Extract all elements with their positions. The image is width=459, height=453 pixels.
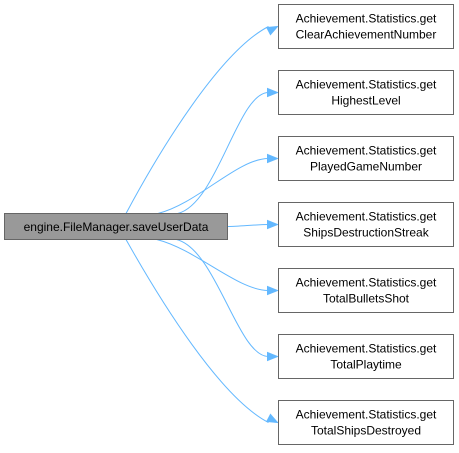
target-node-label-line1: Achievement.Statistics.get [296,408,437,422]
target-nodes: Achievement.Statistics.get ClearAchieveme… [278,4,454,445]
call-edge [176,239,269,357]
source-node-box [4,213,228,240]
target-node-label-line2: PlayedGameNumber [310,160,422,174]
target-node-box [278,70,454,115]
arrowhead-icon [267,285,279,296]
arrowhead-icon [265,25,279,36]
target-node-box [278,202,454,247]
call-edge [125,239,269,423]
arrowhead-icon [267,153,279,164]
arrowhead-icon [267,87,279,98]
target-node-box [278,400,454,445]
target-node-label-line1: Achievement.Statistics.get [296,210,437,224]
target-node-label-line1: Achievement.Statistics.get [296,78,437,92]
source-node-label: engine.FileManager.saveUserData [24,220,209,234]
call-edge [227,224,269,227]
arrowhead-icon [267,219,279,230]
call-edge [157,158,269,214]
source-node[interactable]: engine.FileManager.saveUserData [4,213,228,240]
call-edge [125,26,269,214]
call-edge [177,92,269,214]
target-node-label-line1: Achievement.Statistics.get [296,276,437,290]
target-node-label-line2: ShipsDestructionStreak [303,226,429,240]
target-node[interactable]: Achievement.Statistics.get TotalShipsDest… [278,400,454,445]
call-edges [125,25,279,424]
target-node[interactable]: Achievement.Statistics.get TotalBulletsSh… [278,268,454,313]
target-node-box [278,334,454,379]
target-node[interactable]: Achievement.Statistics.get PlayedGameNumb… [278,136,454,181]
call-edge [156,239,269,291]
target-node-label-line2: ClearAchievementNumber [296,28,437,42]
target-node[interactable]: Achievement.Statistics.get ShipsDestructi… [278,202,454,247]
target-node-label-line1: Achievement.Statistics.get [296,144,437,158]
target-node-box [278,268,454,313]
target-node-label-line2: TotalShipsDestroyed [311,424,421,438]
target-node[interactable]: Achievement.Statistics.get ClearAchieveme… [278,4,454,49]
target-node[interactable]: Achievement.Statistics.get TotalPlaytime [278,334,454,379]
target-node-box [278,4,454,49]
arrowhead-icon [267,351,279,362]
arrowhead-icon [265,413,279,424]
target-node-label-line1: Achievement.Statistics.get [296,342,437,356]
target-node-label-line2: TotalBulletsShot [323,292,410,306]
target-node-box [278,136,454,181]
target-node-label-line2: TotalPlaytime [330,358,402,372]
target-node[interactable]: Achievement.Statistics.get HighestLevel [278,70,454,115]
target-node-label-line1: Achievement.Statistics.get [296,12,437,26]
target-node-label-line2: HighestLevel [331,94,400,108]
